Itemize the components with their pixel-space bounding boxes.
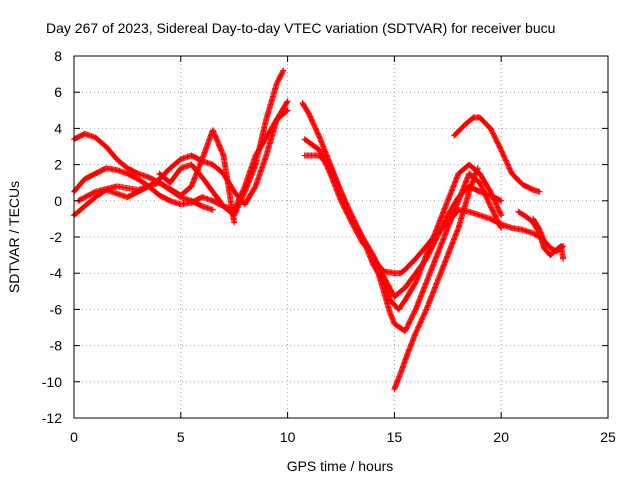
y-tick-label: -2 xyxy=(50,229,63,245)
series-sat-e xyxy=(156,107,291,213)
y-tick-label: 8 xyxy=(54,48,62,64)
y-tick-label: -12 xyxy=(42,410,62,426)
x-tick-label: 0 xyxy=(70,429,78,445)
x-tick-label: 25 xyxy=(600,429,616,445)
grid xyxy=(74,56,608,418)
x-tick-label: 5 xyxy=(177,429,185,445)
data-points xyxy=(71,67,567,393)
x-tick-label: 10 xyxy=(280,429,296,445)
axis-ticks: 0 5 10 15 20 25 -12 -10 -8 -6 -4 -2 0 2 4 6 8 xyxy=(42,48,616,445)
y-tick-label: 4 xyxy=(54,120,62,136)
y-axis-label: SDTVAR / TECUs xyxy=(6,181,22,293)
y-tick-label: -10 xyxy=(42,374,62,390)
y-tick-label: -6 xyxy=(50,301,63,317)
x-tick-label: 15 xyxy=(387,429,403,445)
y-tick-label: 0 xyxy=(54,193,62,209)
series-sat-j xyxy=(391,165,481,393)
series-sat-m xyxy=(530,215,567,255)
chart-title: Day 267 of 2023, Sidereal Day-to-day VTE… xyxy=(46,20,555,36)
series-sat-k xyxy=(451,114,543,195)
x-tick-label: 20 xyxy=(493,429,509,445)
y-tick-label: 6 xyxy=(54,84,62,100)
y-tick-label: 2 xyxy=(54,157,62,173)
y-tick-label: -8 xyxy=(50,338,63,354)
series-sat-i xyxy=(359,161,505,313)
y-tick-label: -4 xyxy=(50,265,63,281)
x-axis-label: GPS time / hours xyxy=(287,458,394,474)
